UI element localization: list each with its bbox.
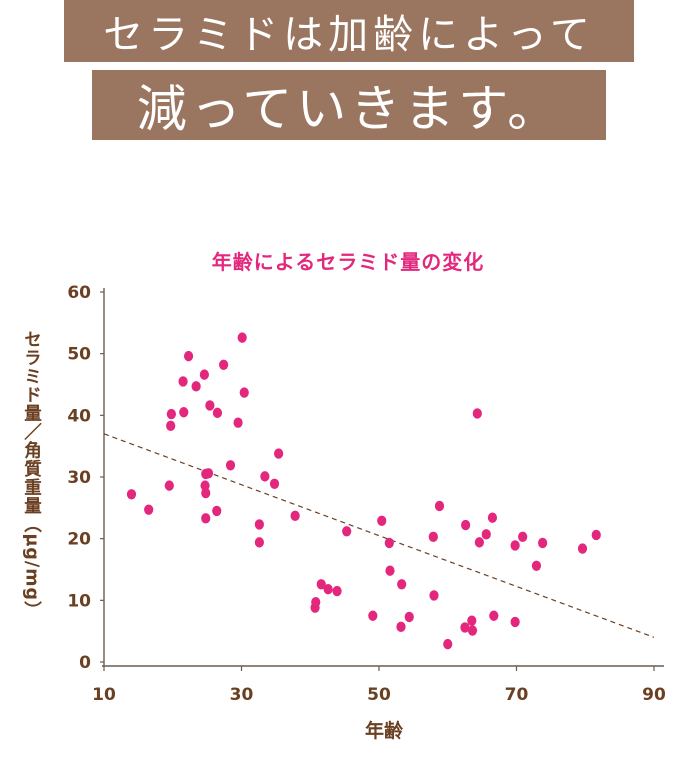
data-point xyxy=(179,407,188,417)
y-tick-label: 40 xyxy=(67,406,91,426)
data-point xyxy=(538,538,547,548)
data-point xyxy=(201,513,210,523)
data-point xyxy=(467,615,476,625)
data-point xyxy=(435,501,444,511)
data-point xyxy=(127,489,136,499)
x-tick-label: 50 xyxy=(367,685,391,705)
data-point xyxy=(324,584,333,594)
y-tick-label: 60 xyxy=(67,283,91,303)
data-point xyxy=(482,529,491,539)
data-point xyxy=(240,387,249,397)
data-point xyxy=(489,611,498,621)
data-point xyxy=(204,468,213,478)
data-point xyxy=(532,561,541,571)
data-point xyxy=(238,332,247,342)
data-point xyxy=(167,409,176,419)
data-point xyxy=(213,408,222,418)
data-point xyxy=(260,471,269,481)
data-point xyxy=(385,538,394,548)
data-point xyxy=(178,376,187,386)
data-point xyxy=(368,611,377,621)
y-tick-label: 20 xyxy=(67,530,91,550)
data-point xyxy=(405,612,414,622)
data-point xyxy=(518,532,527,542)
trend-line xyxy=(104,434,654,637)
data-point xyxy=(475,537,484,547)
data-point xyxy=(473,408,482,418)
x-tick-label: 10 xyxy=(92,685,116,705)
data-point xyxy=(332,586,341,596)
data-point xyxy=(578,543,587,553)
data-point xyxy=(200,369,209,379)
y-tick-label: 0 xyxy=(79,653,91,673)
data-point xyxy=(311,597,320,607)
y-tick-label: 50 xyxy=(67,345,91,365)
data-point xyxy=(255,519,264,529)
data-point xyxy=(429,590,438,600)
x-axis-label: 年齢 xyxy=(334,716,434,743)
data-point xyxy=(511,540,520,550)
data-point xyxy=(397,579,406,589)
data-point xyxy=(488,513,497,523)
data-point xyxy=(233,418,242,428)
data-point xyxy=(184,351,193,361)
y-tick-label: 30 xyxy=(67,468,91,488)
data-point xyxy=(511,617,520,627)
data-point xyxy=(192,381,201,391)
data-point xyxy=(443,639,452,649)
data-point xyxy=(165,480,174,490)
data-point xyxy=(166,421,175,431)
data-point xyxy=(468,625,477,635)
data-point xyxy=(396,622,405,632)
data-point xyxy=(461,520,470,530)
data-point xyxy=(274,448,283,458)
data-point xyxy=(592,530,601,540)
y-axis-label: セラミド量／角質重量（μg/mg） xyxy=(14,330,50,660)
data-point xyxy=(342,526,351,536)
data-point xyxy=(377,516,386,526)
data-point xyxy=(429,532,438,542)
data-point xyxy=(144,504,153,514)
x-tick-label: 70 xyxy=(505,685,529,705)
data-point xyxy=(226,460,235,470)
data-point xyxy=(212,506,221,516)
x-tick-label: 90 xyxy=(642,685,666,705)
x-tick-label: 30 xyxy=(230,685,254,705)
data-point xyxy=(219,360,228,370)
data-point xyxy=(205,400,214,410)
data-point xyxy=(255,537,264,547)
data-point xyxy=(291,511,300,521)
y-tick-label: 10 xyxy=(67,591,91,611)
data-point xyxy=(201,488,210,498)
data-point xyxy=(270,479,279,489)
data-point xyxy=(385,566,394,576)
